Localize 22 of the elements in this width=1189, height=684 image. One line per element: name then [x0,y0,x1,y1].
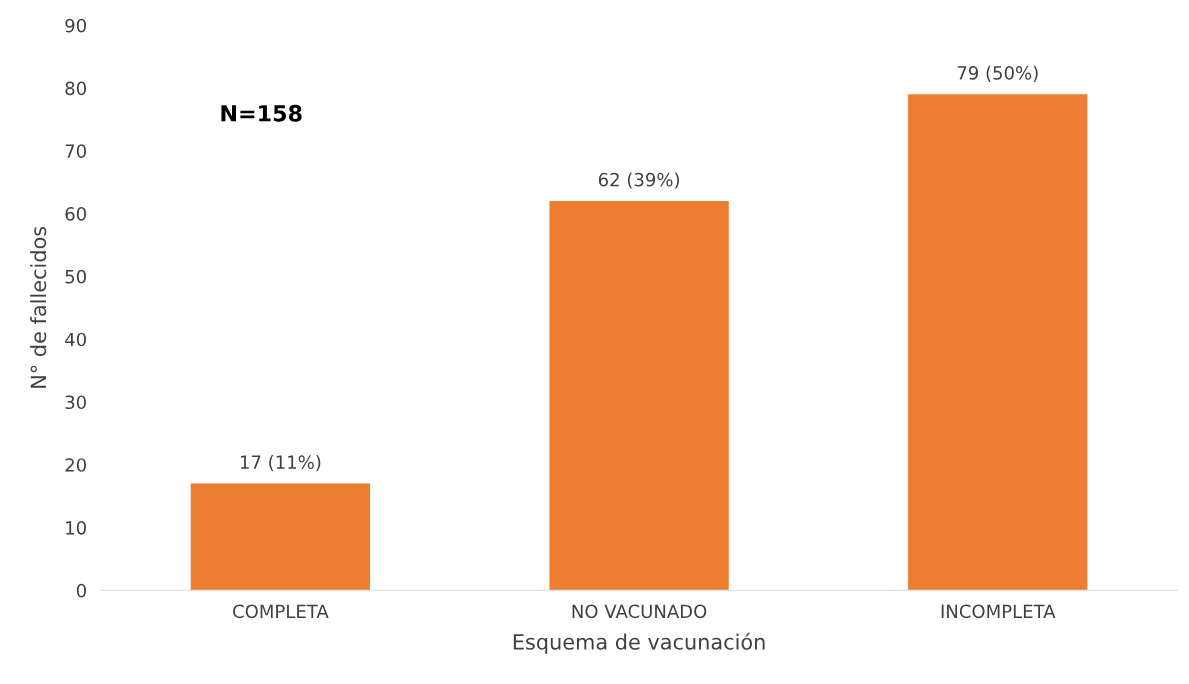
data-label: 79 (50%) [957,65,1038,82]
x-tick-label: COMPLETA [233,604,329,619]
y-tick-label: 90 [65,18,86,33]
bar [190,483,371,591]
y-tick-label: 80 [65,81,86,96]
y-tick-label: 50 [65,269,86,284]
data-label: 17 (11%) [240,455,321,472]
annotation: N=158 [221,104,302,122]
data-label: 62 (39%) [598,172,679,189]
y-tick-label: 20 [65,458,86,472]
x-tick-label: INCOMPLETA [941,604,1056,619]
y-tick-label: 0 [76,583,86,598]
x-tick-label: NO VACUNADO [572,604,707,619]
x-axis-title: Esquema de vacunación [513,632,765,654]
y-tick-label: 40 [65,332,86,347]
y-tick-label: 10 [66,520,86,535]
bar [908,94,1088,591]
y-tick-label: 70 [65,144,86,158]
bar [549,201,729,591]
y-tick-label: 30 [65,395,86,410]
y-tick-label: 60 [65,207,86,221]
y-axis-title: N° de fallecidos [30,226,47,388]
